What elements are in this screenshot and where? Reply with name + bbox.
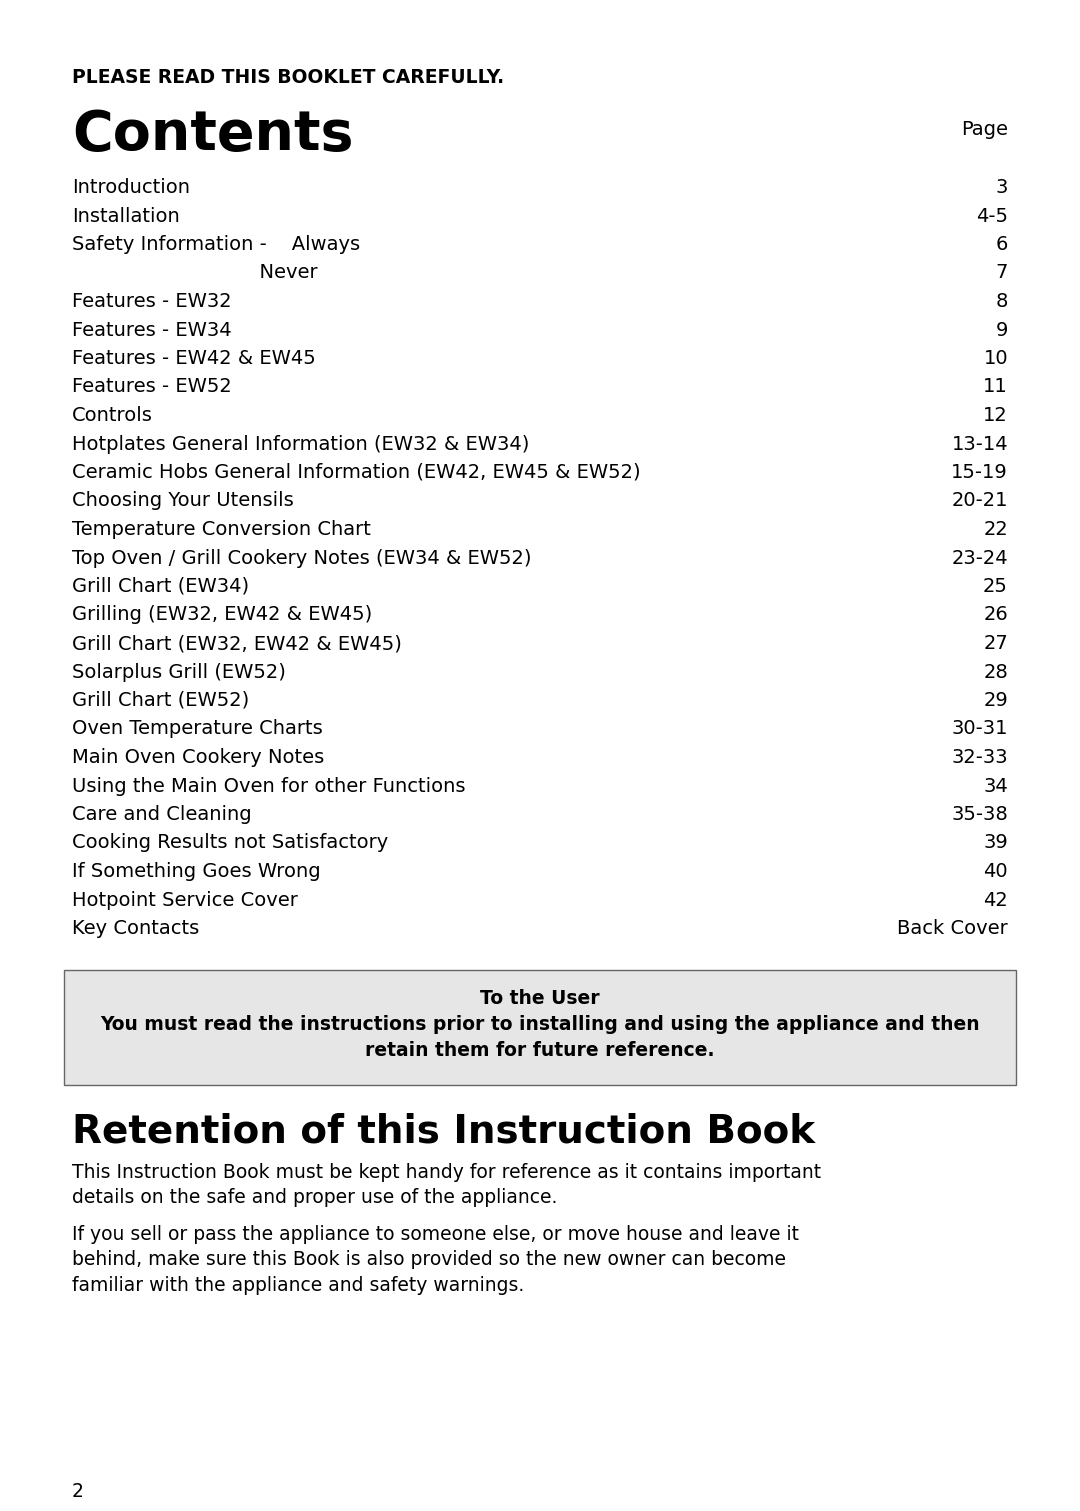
Text: 20-21: 20-21 <box>951 491 1008 511</box>
Text: 7: 7 <box>996 263 1008 283</box>
Text: You must read the instructions prior to installing and using the appliance and t: You must read the instructions prior to … <box>100 1015 980 1035</box>
Text: Temperature Conversion Chart: Temperature Conversion Chart <box>72 520 370 539</box>
Text: 11: 11 <box>983 378 1008 396</box>
Text: Main Oven Cookery Notes: Main Oven Cookery Notes <box>72 748 324 768</box>
Text: 30-31: 30-31 <box>951 719 1008 739</box>
Text: PLEASE READ THIS BOOKLET CAREFULLY.: PLEASE READ THIS BOOKLET CAREFULLY. <box>72 68 504 88</box>
Text: To the User: To the User <box>481 990 599 1008</box>
Text: 22: 22 <box>983 520 1008 539</box>
Text: 4-5: 4-5 <box>976 207 1008 225</box>
Text: 12: 12 <box>983 406 1008 425</box>
Text: 13-14: 13-14 <box>951 435 1008 453</box>
Text: 29: 29 <box>983 691 1008 710</box>
Text: Hotplates General Information (EW32 & EW34): Hotplates General Information (EW32 & EW… <box>72 435 529 453</box>
Text: If Something Goes Wrong: If Something Goes Wrong <box>72 861 321 881</box>
Text: Top Oven / Grill Cookery Notes (EW34 & EW52): Top Oven / Grill Cookery Notes (EW34 & E… <box>72 548 531 568</box>
Text: Installation: Installation <box>72 207 179 225</box>
Text: Features - EW42 & EW45: Features - EW42 & EW45 <box>72 349 315 369</box>
Text: If you sell or pass the appliance to someone else, or move house and leave it
be: If you sell or pass the appliance to som… <box>72 1224 799 1295</box>
Text: 3: 3 <box>996 178 1008 196</box>
Text: Page: Page <box>961 119 1008 139</box>
Text: 25: 25 <box>983 577 1008 595</box>
Text: Ceramic Hobs General Information (EW42, EW45 & EW52): Ceramic Hobs General Information (EW42, … <box>72 462 640 482</box>
Text: Cooking Results not Satisfactory: Cooking Results not Satisfactory <box>72 834 388 852</box>
Text: 40: 40 <box>984 861 1008 881</box>
Text: Back Cover: Back Cover <box>897 919 1008 938</box>
Text: 8: 8 <box>996 292 1008 311</box>
Text: Controls: Controls <box>72 406 153 425</box>
Text: 42: 42 <box>983 890 1008 910</box>
Bar <box>64 970 1016 1085</box>
Text: 39: 39 <box>983 834 1008 852</box>
Text: Choosing Your Utensils: Choosing Your Utensils <box>72 491 294 511</box>
Text: 32-33: 32-33 <box>951 748 1008 768</box>
Text: 34: 34 <box>983 777 1008 795</box>
Text: Solarplus Grill (EW52): Solarplus Grill (EW52) <box>72 662 286 681</box>
Text: Features - EW52: Features - EW52 <box>72 378 232 396</box>
Text: Hotpoint Service Cover: Hotpoint Service Cover <box>72 890 298 910</box>
Text: Grill Chart (EW32, EW42 & EW45): Grill Chart (EW32, EW42 & EW45) <box>72 635 402 653</box>
Text: 2: 2 <box>72 1482 84 1500</box>
Text: Using the Main Oven for other Functions: Using the Main Oven for other Functions <box>72 777 465 795</box>
Text: retain them for future reference.: retain them for future reference. <box>365 1041 715 1061</box>
Text: 6: 6 <box>996 236 1008 254</box>
Text: Features - EW34: Features - EW34 <box>72 320 231 340</box>
Text: This Instruction Book must be kept handy for reference as it contains important
: This Instruction Book must be kept handy… <box>72 1162 821 1207</box>
Text: 28: 28 <box>983 662 1008 681</box>
Text: Introduction: Introduction <box>72 178 190 196</box>
Text: 10: 10 <box>984 349 1008 369</box>
Text: Grilling (EW32, EW42 & EW45): Grilling (EW32, EW42 & EW45) <box>72 606 373 624</box>
Text: Retention of this Instruction Book: Retention of this Instruction Book <box>72 1112 815 1150</box>
Text: 27: 27 <box>983 635 1008 653</box>
Text: Safety Information -    Always: Safety Information - Always <box>72 236 360 254</box>
Text: 35-38: 35-38 <box>951 805 1008 823</box>
Text: Key Contacts: Key Contacts <box>72 919 199 938</box>
Text: Contents: Contents <box>72 107 353 162</box>
Text: 23-24: 23-24 <box>951 548 1008 568</box>
Text: Grill Chart (EW52): Grill Chart (EW52) <box>72 691 249 710</box>
Text: 9: 9 <box>996 320 1008 340</box>
Text: 26: 26 <box>983 606 1008 624</box>
Text: Never: Never <box>72 263 318 283</box>
Text: Oven Temperature Charts: Oven Temperature Charts <box>72 719 323 739</box>
Text: 15-19: 15-19 <box>951 462 1008 482</box>
Text: Grill Chart (EW34): Grill Chart (EW34) <box>72 577 249 595</box>
Text: Features - EW32: Features - EW32 <box>72 292 231 311</box>
Text: Care and Cleaning: Care and Cleaning <box>72 805 252 823</box>
